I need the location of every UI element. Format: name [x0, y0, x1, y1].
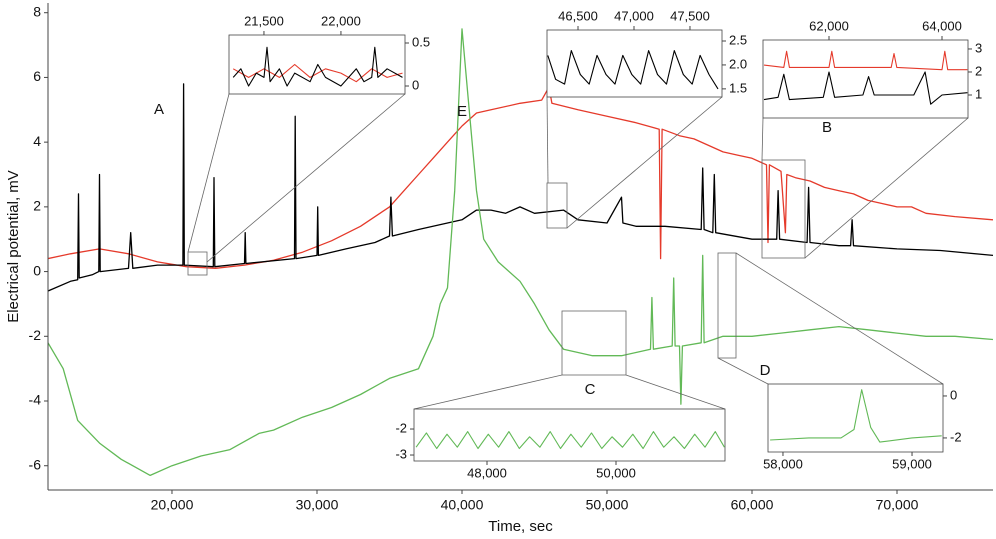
y-tick-label: 3	[975, 40, 982, 55]
x-tick-label: 22,000	[321, 13, 361, 28]
inset-frame	[413, 408, 726, 462]
y-tick-label: 2.0	[729, 56, 747, 71]
series-line	[232, 63, 403, 83]
series-group	[415, 431, 725, 450]
inset-chart: 62,000 64,000 1 2 3	[762, 18, 982, 119]
series-group	[48, 28, 993, 477]
y-tick-label: 0.5	[412, 34, 430, 49]
y-tick-label: -6	[29, 456, 42, 472]
y-tick-label: 1	[975, 86, 982, 101]
series-line	[763, 50, 968, 71]
annotation: A	[154, 101, 164, 118]
y-axis-label: Electrical potential, mV	[5, 170, 22, 323]
series-line	[415, 431, 725, 450]
zoom-connector	[187, 93, 230, 253]
zoom-box-b	[761, 159, 806, 259]
x-tick-label: 21,500	[244, 13, 284, 28]
x-tick-label: 47,500	[670, 8, 710, 23]
series-group	[547, 50, 719, 90]
y-tick-label: 0	[33, 262, 41, 278]
x-tick-label: 59,000	[892, 456, 932, 471]
zoom-box-c	[561, 310, 627, 376]
series-group	[763, 50, 968, 105]
inset-chart: 46,500 47,000 47,500 1.5 2.0 2.5	[546, 8, 747, 98]
x-tick-label: 50,000	[596, 465, 636, 480]
y-tick-label: -4	[29, 392, 42, 408]
zoom-connector	[804, 117, 969, 259]
x-tick-label: 48,000	[467, 465, 507, 480]
x-tick-label: 62,000	[809, 18, 849, 33]
zoom-connector	[413, 374, 563, 410]
zoom-connector	[546, 96, 549, 184]
main-chart: 20,000 30,000 40,000 50,000 60,000 70,000 -6 -4…	[5, 3, 993, 535]
y-tick-label: -2	[395, 420, 407, 435]
zoom-box-a	[187, 251, 208, 276]
zoom-connector	[206, 93, 406, 263]
series-group	[770, 389, 942, 443]
zoom-connector	[625, 374, 726, 410]
zoom-connector	[717, 357, 769, 385]
series-line	[770, 389, 942, 443]
series-group	[232, 46, 403, 87]
y-tick-label: -2	[29, 327, 42, 343]
x-tick-label: 64,000	[922, 18, 962, 33]
y-tick-label: 2	[975, 63, 982, 78]
series-line	[547, 50, 719, 90]
x-tick-label: 50,000	[586, 497, 629, 513]
y-tick-label: 2.5	[729, 32, 747, 47]
main-plot: 20,000 30,000 40,000 50,000 60,000 70,000 -6 -4…	[5, 3, 993, 535]
inset-frame	[546, 29, 723, 98]
y-tick-label: 4	[33, 133, 41, 149]
inset-chart: 48,000 50,000 -2 -3	[395, 408, 726, 480]
annotation: C	[585, 381, 596, 398]
zoom-connector	[761, 117, 764, 161]
y-tick-label: 8	[33, 3, 41, 19]
insets: 21,500 22,000 0 0.5 46,500 47,000 47,500 1.5 2.0…	[228, 8, 982, 480]
series-line	[232, 46, 403, 87]
zoom-box-e	[546, 182, 568, 229]
y-tick-label: 0	[950, 387, 957, 402]
y-tick-label: 6	[33, 68, 41, 84]
x-tick-label: 46,500	[558, 8, 598, 23]
series-line	[48, 83, 993, 292]
x-tick-label: 30,000	[296, 497, 339, 513]
annotation: E	[457, 103, 467, 120]
zoom-markers	[187, 93, 969, 410]
x-tick-label: 20,000	[151, 497, 194, 513]
series-line	[48, 86, 993, 269]
series-line	[48, 28, 993, 477]
x-tick-label: 60,000	[731, 497, 774, 513]
inset-frame	[228, 34, 406, 95]
y-tick-label: 1.5	[729, 80, 747, 95]
zoom-connector	[735, 252, 944, 385]
series-line	[763, 71, 968, 105]
x-tick-label: 40,000	[441, 497, 484, 513]
inset-frame	[767, 383, 944, 453]
inset-chart: 21,500 22,000 0 0.5	[228, 13, 430, 95]
annotation: D	[760, 362, 771, 379]
x-tick-label: 58,000	[763, 456, 803, 471]
y-tick-label: 0	[412, 77, 419, 92]
x-tick-label: 70,000	[876, 497, 919, 513]
x-axis-label: Time, sec	[488, 518, 553, 535]
inset-chart: 58,000 59,000 0 -2	[763, 383, 962, 471]
x-tick-label: 47,000	[614, 8, 654, 23]
inset-frame	[762, 39, 969, 119]
zoom-connector	[566, 96, 723, 229]
zoom-box-d	[717, 252, 737, 359]
y-tick-label: 2	[33, 198, 41, 214]
y-tick-label: -2	[950, 429, 962, 444]
y-tick-label: -3	[395, 446, 407, 461]
annotation: B	[822, 119, 832, 136]
